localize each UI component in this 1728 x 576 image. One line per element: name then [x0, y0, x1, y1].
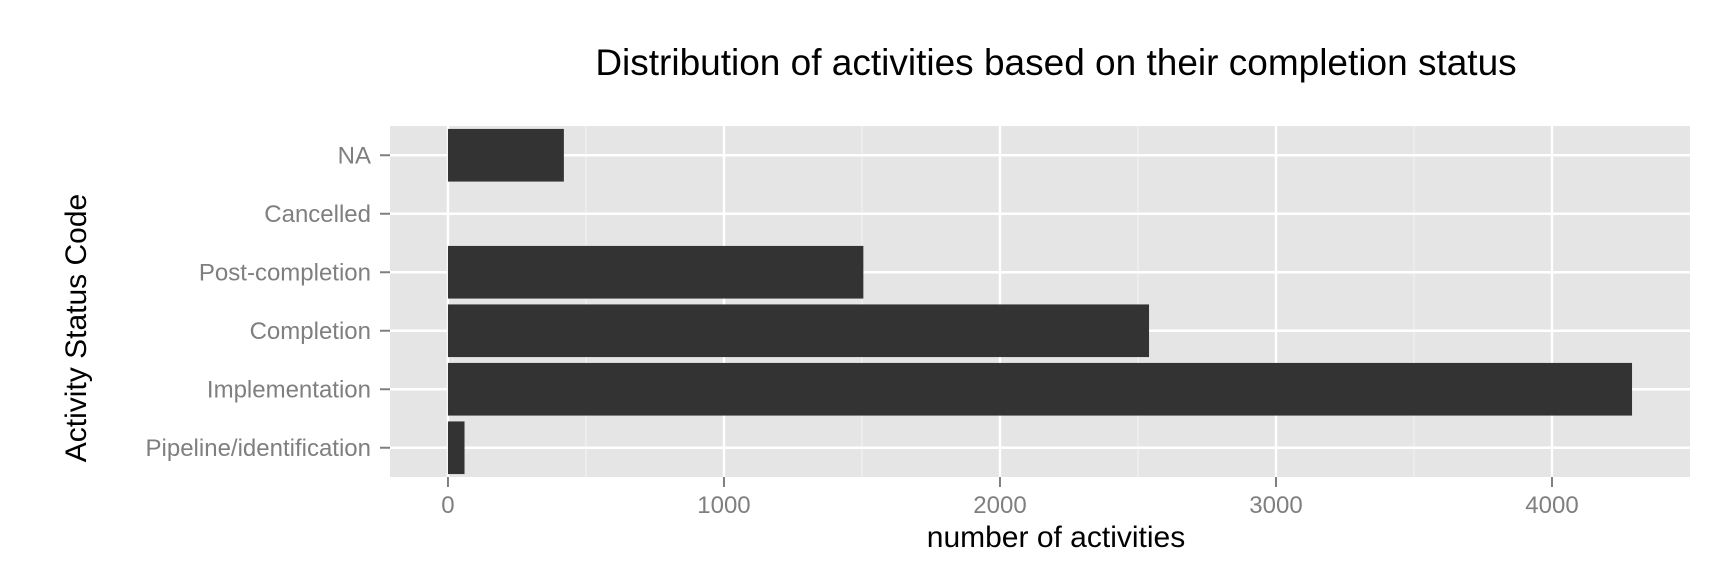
bar-post-completion — [447, 245, 864, 299]
x-axis: 0 1000 2000 3000 4000 — [441, 477, 1579, 519]
bars — [447, 128, 1633, 475]
y-axis-title: Activity Status Code — [60, 194, 93, 462]
bar-pipeline-identification — [447, 421, 465, 475]
bar-na — [447, 128, 564, 182]
bar-implementation — [447, 362, 1633, 416]
y-axis: Pipeline/identification Implementation Com… — [146, 142, 390, 462]
y-tick-label: Post-completion — [199, 259, 371, 286]
y-tick-label: Cancelled — [264, 201, 371, 228]
x-axis-title: number of activities — [927, 521, 1185, 554]
y-tick-label: NA — [338, 142, 371, 169]
chart-title: Distribution of activities based on thei… — [595, 42, 1516, 83]
y-tick-label: Pipeline/identification — [146, 435, 371, 462]
x-tick-label: 4000 — [1525, 492, 1578, 519]
bar-completion — [447, 304, 1150, 358]
y-tick-label: Implementation — [207, 376, 371, 403]
plot-panel — [390, 126, 1690, 477]
x-tick-label: 3000 — [1249, 492, 1302, 519]
y-tick-label: Completion — [250, 318, 371, 345]
x-tick-label: 1000 — [697, 492, 750, 519]
x-tick-label: 0 — [441, 492, 454, 519]
x-tick-label: 2000 — [973, 492, 1026, 519]
